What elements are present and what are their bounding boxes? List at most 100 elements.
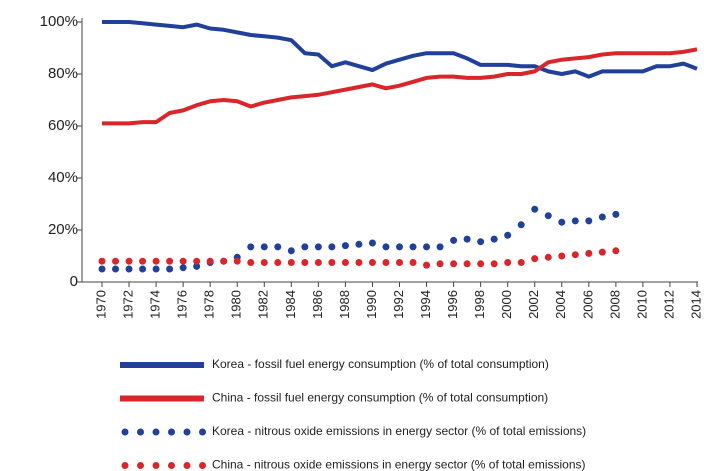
x-tick-label: 2012 bbox=[661, 290, 676, 319]
legend-swatch bbox=[152, 428, 160, 436]
series-dot bbox=[193, 262, 201, 270]
x-tick-label: 2004 bbox=[553, 290, 568, 319]
x-tick-label: 1986 bbox=[310, 290, 325, 319]
series-dot bbox=[112, 265, 120, 273]
series-dot bbox=[274, 259, 282, 266]
series-dot bbox=[247, 259, 255, 266]
series-dot bbox=[152, 265, 160, 273]
series-dot bbox=[328, 243, 336, 251]
x-tick-label: 1988 bbox=[337, 290, 352, 319]
series-dot bbox=[423, 261, 431, 269]
series-dot bbox=[463, 260, 471, 268]
legend-swatch bbox=[137, 428, 144, 436]
series-line bbox=[102, 47, 698, 126]
series-dot bbox=[450, 236, 458, 244]
series-dot bbox=[517, 259, 525, 266]
series-dot bbox=[341, 259, 349, 266]
series-dot bbox=[517, 221, 525, 229]
series-dot bbox=[260, 259, 268, 266]
series-dot bbox=[328, 259, 336, 266]
legend-swatch bbox=[168, 462, 175, 469]
series-dot bbox=[409, 259, 417, 266]
series-dot bbox=[314, 243, 322, 251]
series-line bbox=[102, 20, 698, 79]
legend-swatch bbox=[152, 462, 160, 469]
legend-swatch bbox=[121, 462, 129, 469]
series-dot bbox=[450, 260, 458, 268]
series-dot bbox=[355, 240, 363, 248]
series-dot bbox=[558, 218, 566, 226]
legend-swatch bbox=[183, 462, 191, 469]
x-tick-label: 2002 bbox=[526, 290, 541, 319]
series-dot bbox=[544, 253, 552, 261]
x-tick-label: 1998 bbox=[472, 290, 487, 319]
x-tick-label: 1980 bbox=[229, 290, 244, 319]
x-tick-label: 1996 bbox=[445, 290, 460, 319]
series-dot bbox=[585, 217, 593, 225]
series-dot bbox=[436, 243, 444, 251]
series-dot bbox=[206, 257, 214, 265]
series-dot bbox=[382, 243, 390, 251]
series-dot bbox=[544, 212, 552, 220]
series-dot bbox=[355, 259, 363, 266]
series-dot bbox=[287, 259, 295, 266]
x-tick-label: 1994 bbox=[418, 290, 433, 319]
series-dot bbox=[260, 243, 268, 251]
x-tick-label: 2010 bbox=[634, 290, 649, 319]
legend-swatch bbox=[137, 462, 144, 469]
y-tick-label: 80% bbox=[48, 65, 78, 82]
y-tick-label: 20% bbox=[48, 221, 78, 238]
series-dot bbox=[423, 243, 431, 251]
series-dot bbox=[490, 235, 498, 243]
series-dot bbox=[598, 213, 606, 221]
legend-swatch bbox=[168, 428, 175, 436]
x-tick-label: 1974 bbox=[148, 290, 163, 319]
y-tick-label: 100% bbox=[40, 13, 78, 30]
series-dot bbox=[139, 265, 147, 273]
series-dot bbox=[112, 257, 120, 265]
legend-label: China - nitrous oxide emissions in energ… bbox=[212, 458, 586, 471]
x-tick-label: 2014 bbox=[688, 290, 703, 319]
series-dot bbox=[368, 259, 376, 266]
legend-swatch bbox=[199, 462, 206, 469]
series-dot bbox=[504, 259, 512, 266]
series-dot bbox=[531, 205, 539, 213]
series-dot bbox=[477, 238, 485, 246]
series-dot bbox=[125, 265, 133, 273]
series-dot bbox=[531, 255, 539, 263]
x-tick-label: 2008 bbox=[607, 290, 622, 319]
series-dot bbox=[314, 259, 322, 266]
x-tick-label: 1984 bbox=[283, 290, 298, 319]
series-dot bbox=[612, 247, 620, 255]
series-dot bbox=[193, 257, 201, 265]
x-tick-label: 1990 bbox=[364, 290, 379, 319]
x-tick-label: 1992 bbox=[391, 290, 406, 319]
series-dot bbox=[287, 247, 295, 255]
series-dot bbox=[396, 243, 403, 251]
series-dot bbox=[98, 265, 106, 273]
series-dot bbox=[571, 217, 579, 225]
legend-label: Korea - nitrous oxide emissions in energ… bbox=[212, 424, 586, 438]
x-tick-label: 1978 bbox=[202, 290, 217, 319]
series-dot bbox=[220, 257, 228, 265]
legend-swatch bbox=[183, 428, 191, 436]
series-dot bbox=[571, 251, 579, 259]
series-dot bbox=[477, 260, 485, 268]
x-tick-label: 1970 bbox=[93, 290, 108, 319]
y-tick-label: 40% bbox=[48, 169, 78, 186]
series-dot bbox=[301, 243, 309, 251]
series-dot bbox=[598, 248, 606, 256]
series-dot bbox=[125, 257, 133, 265]
series-dot bbox=[368, 239, 376, 247]
x-tick-label: 1976 bbox=[175, 290, 190, 319]
legend-label: China - fossil fuel energy consumption (… bbox=[212, 391, 548, 405]
series-dot bbox=[612, 210, 620, 218]
legend-swatch bbox=[121, 428, 129, 436]
series-dot bbox=[233, 257, 241, 265]
series-dot bbox=[558, 252, 566, 260]
series-dot bbox=[341, 242, 349, 250]
series-dot bbox=[436, 260, 444, 268]
x-tick-label: 2006 bbox=[580, 290, 595, 319]
series-dot bbox=[274, 243, 282, 251]
